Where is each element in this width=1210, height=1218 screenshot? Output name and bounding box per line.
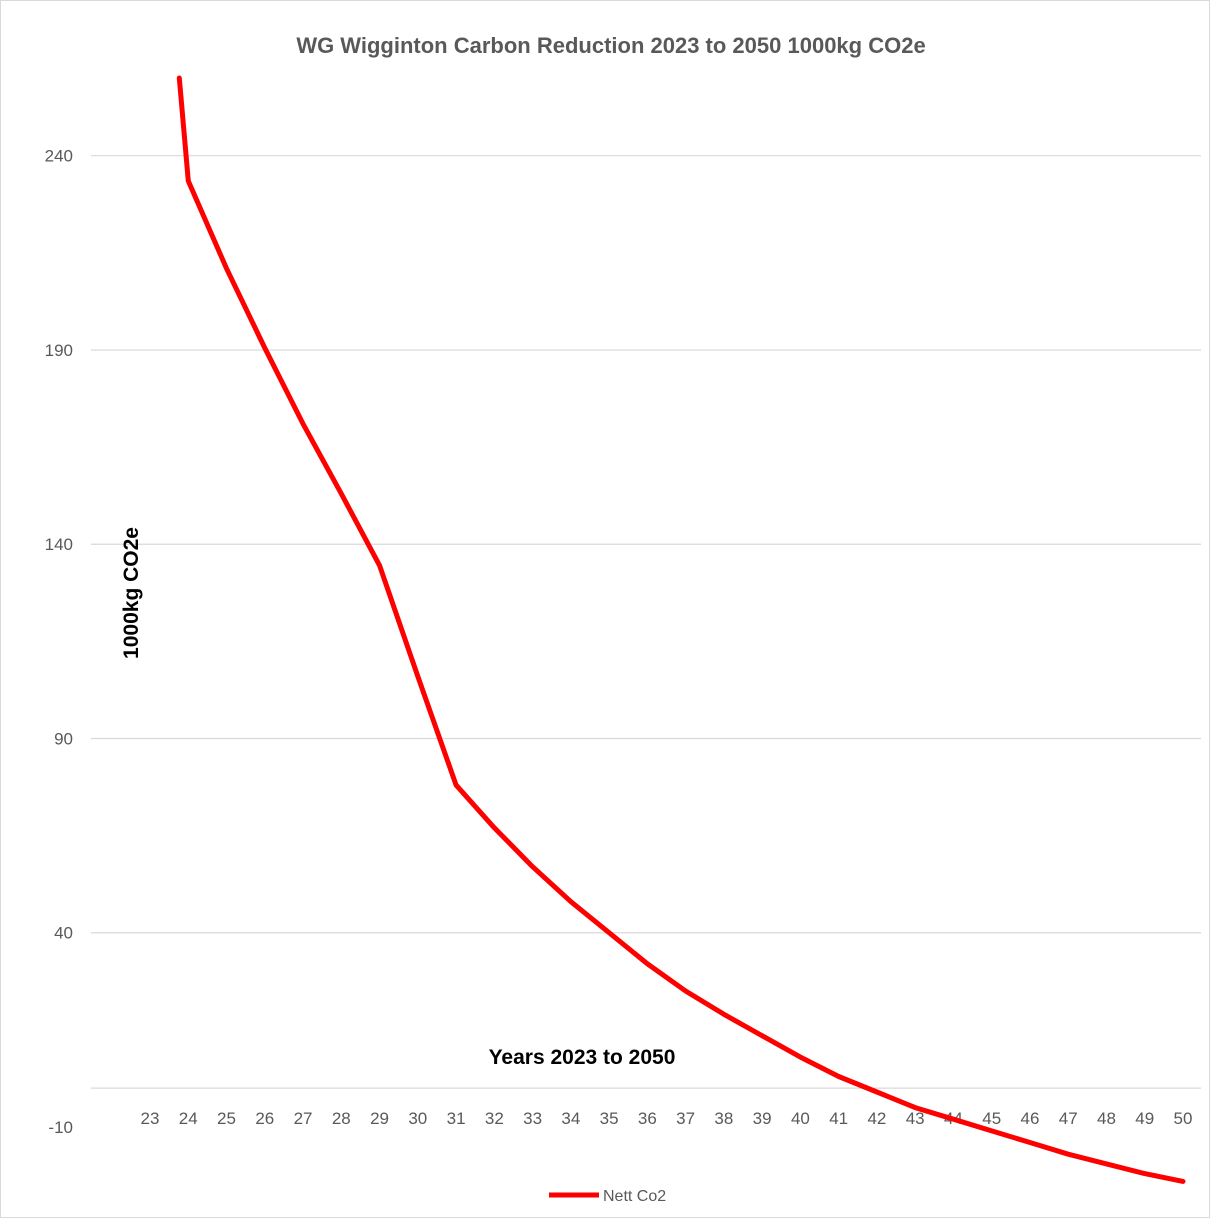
x-tick-label: 49 [1135,1109,1154,1128]
x-tick-label: 28 [332,1109,351,1128]
x-tick-label: 27 [294,1109,313,1128]
chart-title: WG Wigginton Carbon Reduction 2023 to 20… [296,33,925,58]
x-tick-label: 43 [906,1109,925,1128]
legend-label-nett-co2: Nett Co2 [603,1188,666,1205]
x-tick-label: 25 [217,1109,236,1128]
x-tick-label: 30 [408,1109,427,1128]
x-tick-label: 47 [1059,1109,1078,1128]
x-tick-label: 39 [753,1109,772,1128]
x-tick-label: 46 [1021,1109,1040,1128]
x-tick-label: 40 [791,1109,810,1128]
y-tick-label: 190 [45,341,73,360]
y-tick-label: 240 [45,147,73,166]
x-tick-label: 45 [982,1109,1001,1128]
x-tick-label: 50 [1174,1109,1193,1128]
y-axis-title: 1000kg CO2e [120,527,143,659]
x-tick-label: 36 [638,1109,657,1128]
y-axis-tick-labels: -10 40 90 140 190 240 [45,147,73,1137]
x-axis-title: Years 2023 to 2050 [489,1046,676,1069]
x-tick-label: 23 [141,1109,160,1128]
legend: Nett Co2 [549,1188,666,1205]
x-tick-label: 33 [523,1109,542,1128]
x-tick-label: 34 [561,1109,580,1128]
y-tick-label: 40 [54,924,73,943]
x-axis-tick-labels: 23 24 25 26 27 28 29 30 31 32 33 34 35 36 37 38 39 40 41 42… [141,1109,1193,1128]
x-tick-label: 41 [829,1109,848,1128]
x-tick-label: 48 [1097,1109,1116,1128]
gridlines [91,155,1201,1089]
x-tick-label: 26 [255,1109,274,1128]
series-line-nett-co2 [176,75,1186,1184]
x-tick-label: 37 [676,1109,695,1128]
x-tick-label: 38 [714,1109,733,1128]
y-tick-label: -10 [48,1118,73,1137]
x-tick-label: 35 [600,1109,619,1128]
x-tick-label: 32 [485,1109,504,1128]
x-tick-label: 24 [179,1109,198,1128]
x-tick-label: 29 [370,1109,389,1128]
series-group [176,75,1186,1184]
y-tick-label: 90 [54,729,73,748]
x-tick-label: 42 [867,1109,886,1128]
y-tick-label: 140 [45,535,73,554]
x-tick-label: 31 [447,1109,466,1128]
